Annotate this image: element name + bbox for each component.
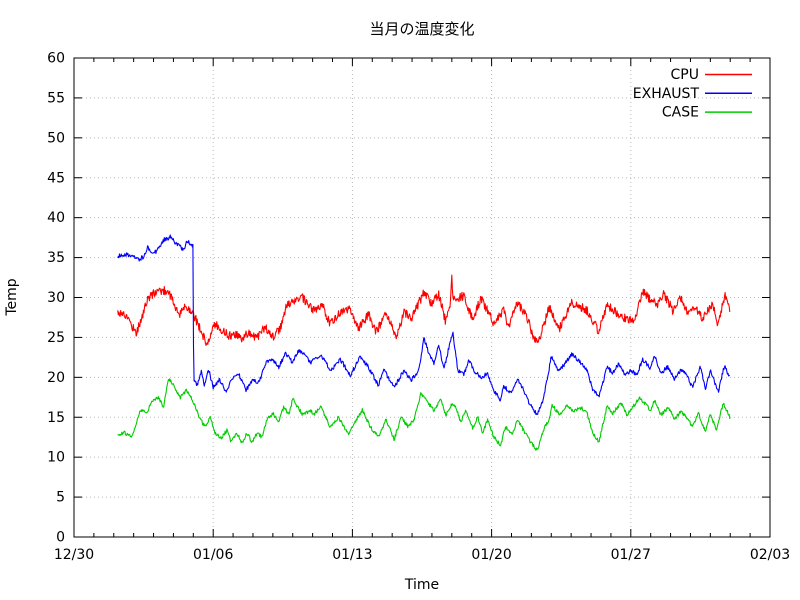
y-tick-label: 30 xyxy=(47,290,65,306)
series-line-case xyxy=(117,378,731,451)
x-tick-label: 01/13 xyxy=(332,547,372,563)
y-tick-label: 5 xyxy=(56,490,65,506)
y-tick-label: 45 xyxy=(47,170,65,186)
y-tick-label: 50 xyxy=(47,130,65,146)
y-tick-label: 55 xyxy=(47,90,65,106)
legend-entry-case: CASE xyxy=(662,105,752,121)
legend-entry-cpu: CPU xyxy=(671,67,752,83)
x-tick-label: 01/20 xyxy=(471,547,511,563)
x-tick-label: 02/03 xyxy=(750,547,790,563)
series-lines xyxy=(117,234,731,451)
x-tick-label: 01/06 xyxy=(193,547,233,563)
series-line-exhaust xyxy=(117,234,730,416)
y-axis-label: Temp xyxy=(4,278,20,316)
series-line-cpu xyxy=(117,274,731,346)
x-tick-label: 12/30 xyxy=(54,547,94,563)
y-tick-label: 40 xyxy=(47,210,65,226)
legend-entry-exhaust: EXHAUST xyxy=(633,86,752,102)
y-tick-label: 60 xyxy=(47,51,65,67)
y-tick-label: 25 xyxy=(47,330,65,346)
x-tick-label: 01/27 xyxy=(611,547,651,563)
legend-label: EXHAUST xyxy=(633,86,700,102)
y-tick-label: 15 xyxy=(47,410,65,426)
y-tick-label: 0 xyxy=(56,530,65,546)
y-tick-label: 10 xyxy=(47,450,65,466)
legend-label: CASE xyxy=(662,105,699,121)
chart-title: 当月の温度変化 xyxy=(369,20,474,38)
x-axis-label: Time xyxy=(404,577,439,593)
axes: 0 5 10 15 20 25 30 35 40 45 50 55 60 12/30 01/06 01/13 0… xyxy=(47,51,790,564)
y-tick-label: 35 xyxy=(47,250,65,266)
y-tick-label: 20 xyxy=(47,370,65,386)
legend: CPU EXHAUST CASE xyxy=(633,67,752,121)
legend-label: CPU xyxy=(671,67,699,83)
grid-lines xyxy=(74,58,770,537)
